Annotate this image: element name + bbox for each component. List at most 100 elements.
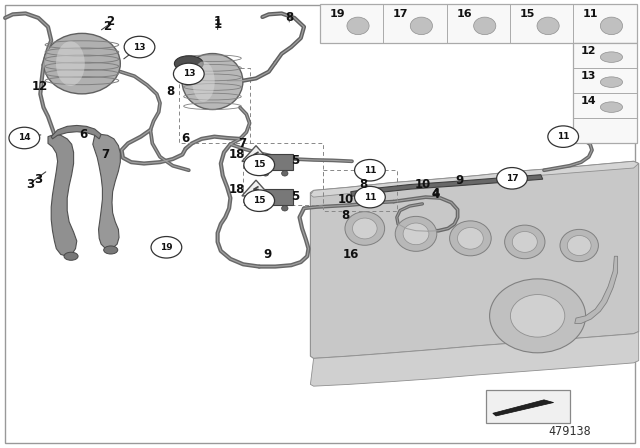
Text: 8: 8 (360, 178, 367, 191)
Text: 19: 19 (330, 9, 345, 19)
Polygon shape (93, 134, 120, 249)
Ellipse shape (490, 279, 586, 353)
Text: 14: 14 (581, 96, 596, 106)
Circle shape (124, 36, 155, 58)
Ellipse shape (600, 52, 623, 62)
Ellipse shape (474, 17, 496, 34)
Ellipse shape (44, 34, 120, 94)
Ellipse shape (600, 102, 623, 112)
Text: 8: 8 (285, 10, 293, 24)
Text: 5: 5 (292, 154, 300, 167)
Ellipse shape (396, 216, 437, 251)
Text: 12: 12 (581, 46, 596, 56)
Polygon shape (310, 161, 639, 358)
Text: 8: 8 (342, 209, 349, 223)
Text: 15: 15 (253, 160, 266, 169)
Ellipse shape (347, 17, 369, 34)
FancyBboxPatch shape (486, 390, 570, 423)
Text: 9: 9 (264, 248, 271, 261)
Text: 11: 11 (364, 193, 376, 202)
Polygon shape (493, 400, 554, 416)
Text: 2: 2 (104, 20, 111, 33)
Polygon shape (310, 332, 639, 386)
Ellipse shape (504, 225, 545, 258)
Ellipse shape (353, 218, 377, 239)
Text: 17: 17 (506, 174, 518, 183)
FancyBboxPatch shape (573, 43, 637, 143)
Ellipse shape (512, 232, 538, 252)
Ellipse shape (600, 17, 623, 34)
Text: 15: 15 (520, 9, 535, 19)
Text: 15: 15 (253, 196, 266, 205)
Text: 6: 6 (182, 132, 189, 146)
Text: 3: 3 (27, 178, 35, 191)
Text: 14: 14 (18, 134, 31, 142)
Circle shape (244, 154, 275, 176)
Ellipse shape (403, 223, 429, 245)
Text: 19: 19 (160, 243, 173, 252)
Text: 7: 7 (238, 137, 246, 150)
Text: 10: 10 (414, 178, 431, 191)
Ellipse shape (410, 17, 433, 34)
Text: 4: 4 (431, 188, 439, 202)
Polygon shape (48, 134, 77, 256)
Circle shape (355, 186, 385, 208)
Text: 2: 2 (106, 15, 114, 28)
Ellipse shape (458, 228, 483, 249)
Ellipse shape (104, 246, 118, 254)
Ellipse shape (174, 56, 204, 71)
Ellipse shape (567, 236, 591, 255)
Text: 18: 18 (228, 182, 245, 196)
Text: 16: 16 (342, 248, 359, 261)
Text: 10: 10 (337, 193, 354, 206)
Text: 479138: 479138 (548, 425, 591, 438)
Polygon shape (257, 154, 293, 170)
Text: 11: 11 (583, 9, 598, 19)
Ellipse shape (262, 171, 269, 176)
Ellipse shape (600, 77, 623, 87)
Text: 18: 18 (228, 148, 245, 161)
Circle shape (497, 168, 527, 189)
Polygon shape (51, 125, 101, 139)
Ellipse shape (262, 206, 269, 211)
Polygon shape (310, 161, 639, 197)
Ellipse shape (511, 295, 565, 337)
Circle shape (9, 127, 40, 149)
Polygon shape (242, 146, 270, 161)
Ellipse shape (560, 229, 598, 262)
Polygon shape (242, 180, 270, 196)
Ellipse shape (193, 61, 215, 102)
Ellipse shape (56, 41, 85, 86)
Ellipse shape (449, 221, 492, 256)
Text: 3: 3 (35, 172, 42, 186)
Polygon shape (257, 189, 293, 205)
Text: 13: 13 (581, 71, 596, 82)
Circle shape (173, 63, 204, 85)
Text: 16: 16 (456, 9, 472, 19)
Circle shape (151, 237, 182, 258)
Ellipse shape (282, 171, 288, 176)
Text: 5: 5 (292, 190, 300, 203)
FancyBboxPatch shape (320, 4, 637, 43)
Ellipse shape (282, 206, 288, 211)
Ellipse shape (182, 54, 243, 110)
Text: 6: 6 (79, 128, 87, 141)
Text: 13: 13 (133, 43, 146, 52)
Ellipse shape (537, 17, 559, 34)
Ellipse shape (345, 211, 385, 246)
Polygon shape (575, 256, 618, 323)
Circle shape (244, 190, 275, 211)
Circle shape (548, 126, 579, 147)
Text: 7: 7 (102, 148, 109, 161)
Text: 17: 17 (393, 9, 408, 19)
Text: 9: 9 (456, 173, 463, 187)
Circle shape (355, 159, 385, 181)
Text: 1: 1 (214, 15, 221, 28)
Ellipse shape (64, 252, 78, 260)
Text: 11: 11 (557, 132, 570, 141)
Text: 8: 8 (166, 85, 174, 99)
Text: 11: 11 (364, 166, 376, 175)
Text: 12: 12 (31, 79, 48, 93)
Polygon shape (351, 175, 543, 196)
Text: 13: 13 (182, 69, 195, 78)
